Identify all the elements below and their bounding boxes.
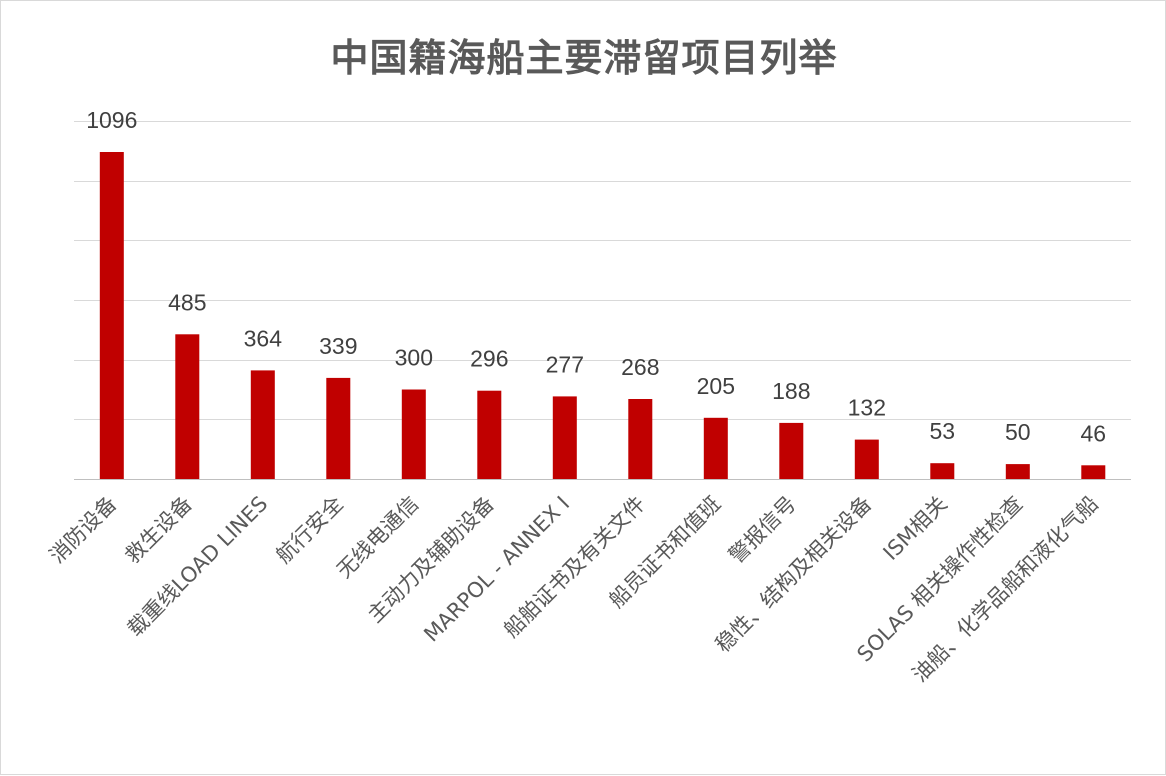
category-label: 载重线LOAD LINES	[123, 492, 273, 642]
bar	[99, 152, 124, 479]
data-label: 46	[1081, 420, 1107, 446]
data-label: 300	[395, 345, 433, 371]
category-label: 警报信号	[724, 492, 800, 568]
data-label: 339	[319, 333, 357, 359]
data-label: 53	[930, 418, 956, 444]
chart-title: 中国籍海船主要滞留项目列举	[330, 36, 838, 80]
data-labels: 1096 485 364 339 300 296 277 268 205 188 132 53 50 46	[86, 107, 1106, 446]
bar	[628, 399, 653, 479]
data-label: 50	[1005, 419, 1031, 445]
category-label: ISM相关	[879, 492, 952, 565]
bar	[175, 334, 200, 479]
category-label: 救生设备	[120, 492, 196, 568]
gridlines	[74, 121, 1131, 480]
data-label: 205	[697, 373, 735, 399]
data-label: 1096	[86, 107, 137, 133]
data-label: 364	[244, 325, 283, 351]
data-label: 277	[546, 351, 584, 377]
bar	[779, 422, 804, 479]
bar	[401, 389, 426, 479]
bar	[1005, 464, 1030, 479]
data-label: 296	[470, 346, 508, 372]
bar	[326, 377, 351, 479]
bar	[552, 396, 577, 479]
data-label: 188	[772, 378, 810, 404]
category-label: 航行安全	[271, 492, 347, 568]
category-label: 主动力及辅助设备	[363, 492, 499, 628]
data-label: 268	[621, 354, 659, 380]
bar	[250, 370, 275, 479]
category-label: MARPOL - ANNEX I	[419, 492, 574, 647]
bar	[1081, 465, 1106, 479]
data-label: 485	[168, 289, 206, 315]
data-label: 132	[848, 395, 886, 421]
category-label: 稳性、结构及相关设备	[711, 492, 876, 657]
category-label: 消防设备	[45, 492, 121, 568]
bar	[854, 439, 879, 479]
bar	[703, 417, 728, 479]
bar	[477, 390, 502, 479]
bars	[99, 152, 1106, 479]
bar	[930, 463, 955, 479]
category-label: 船舶证书及有关文件	[499, 492, 650, 643]
